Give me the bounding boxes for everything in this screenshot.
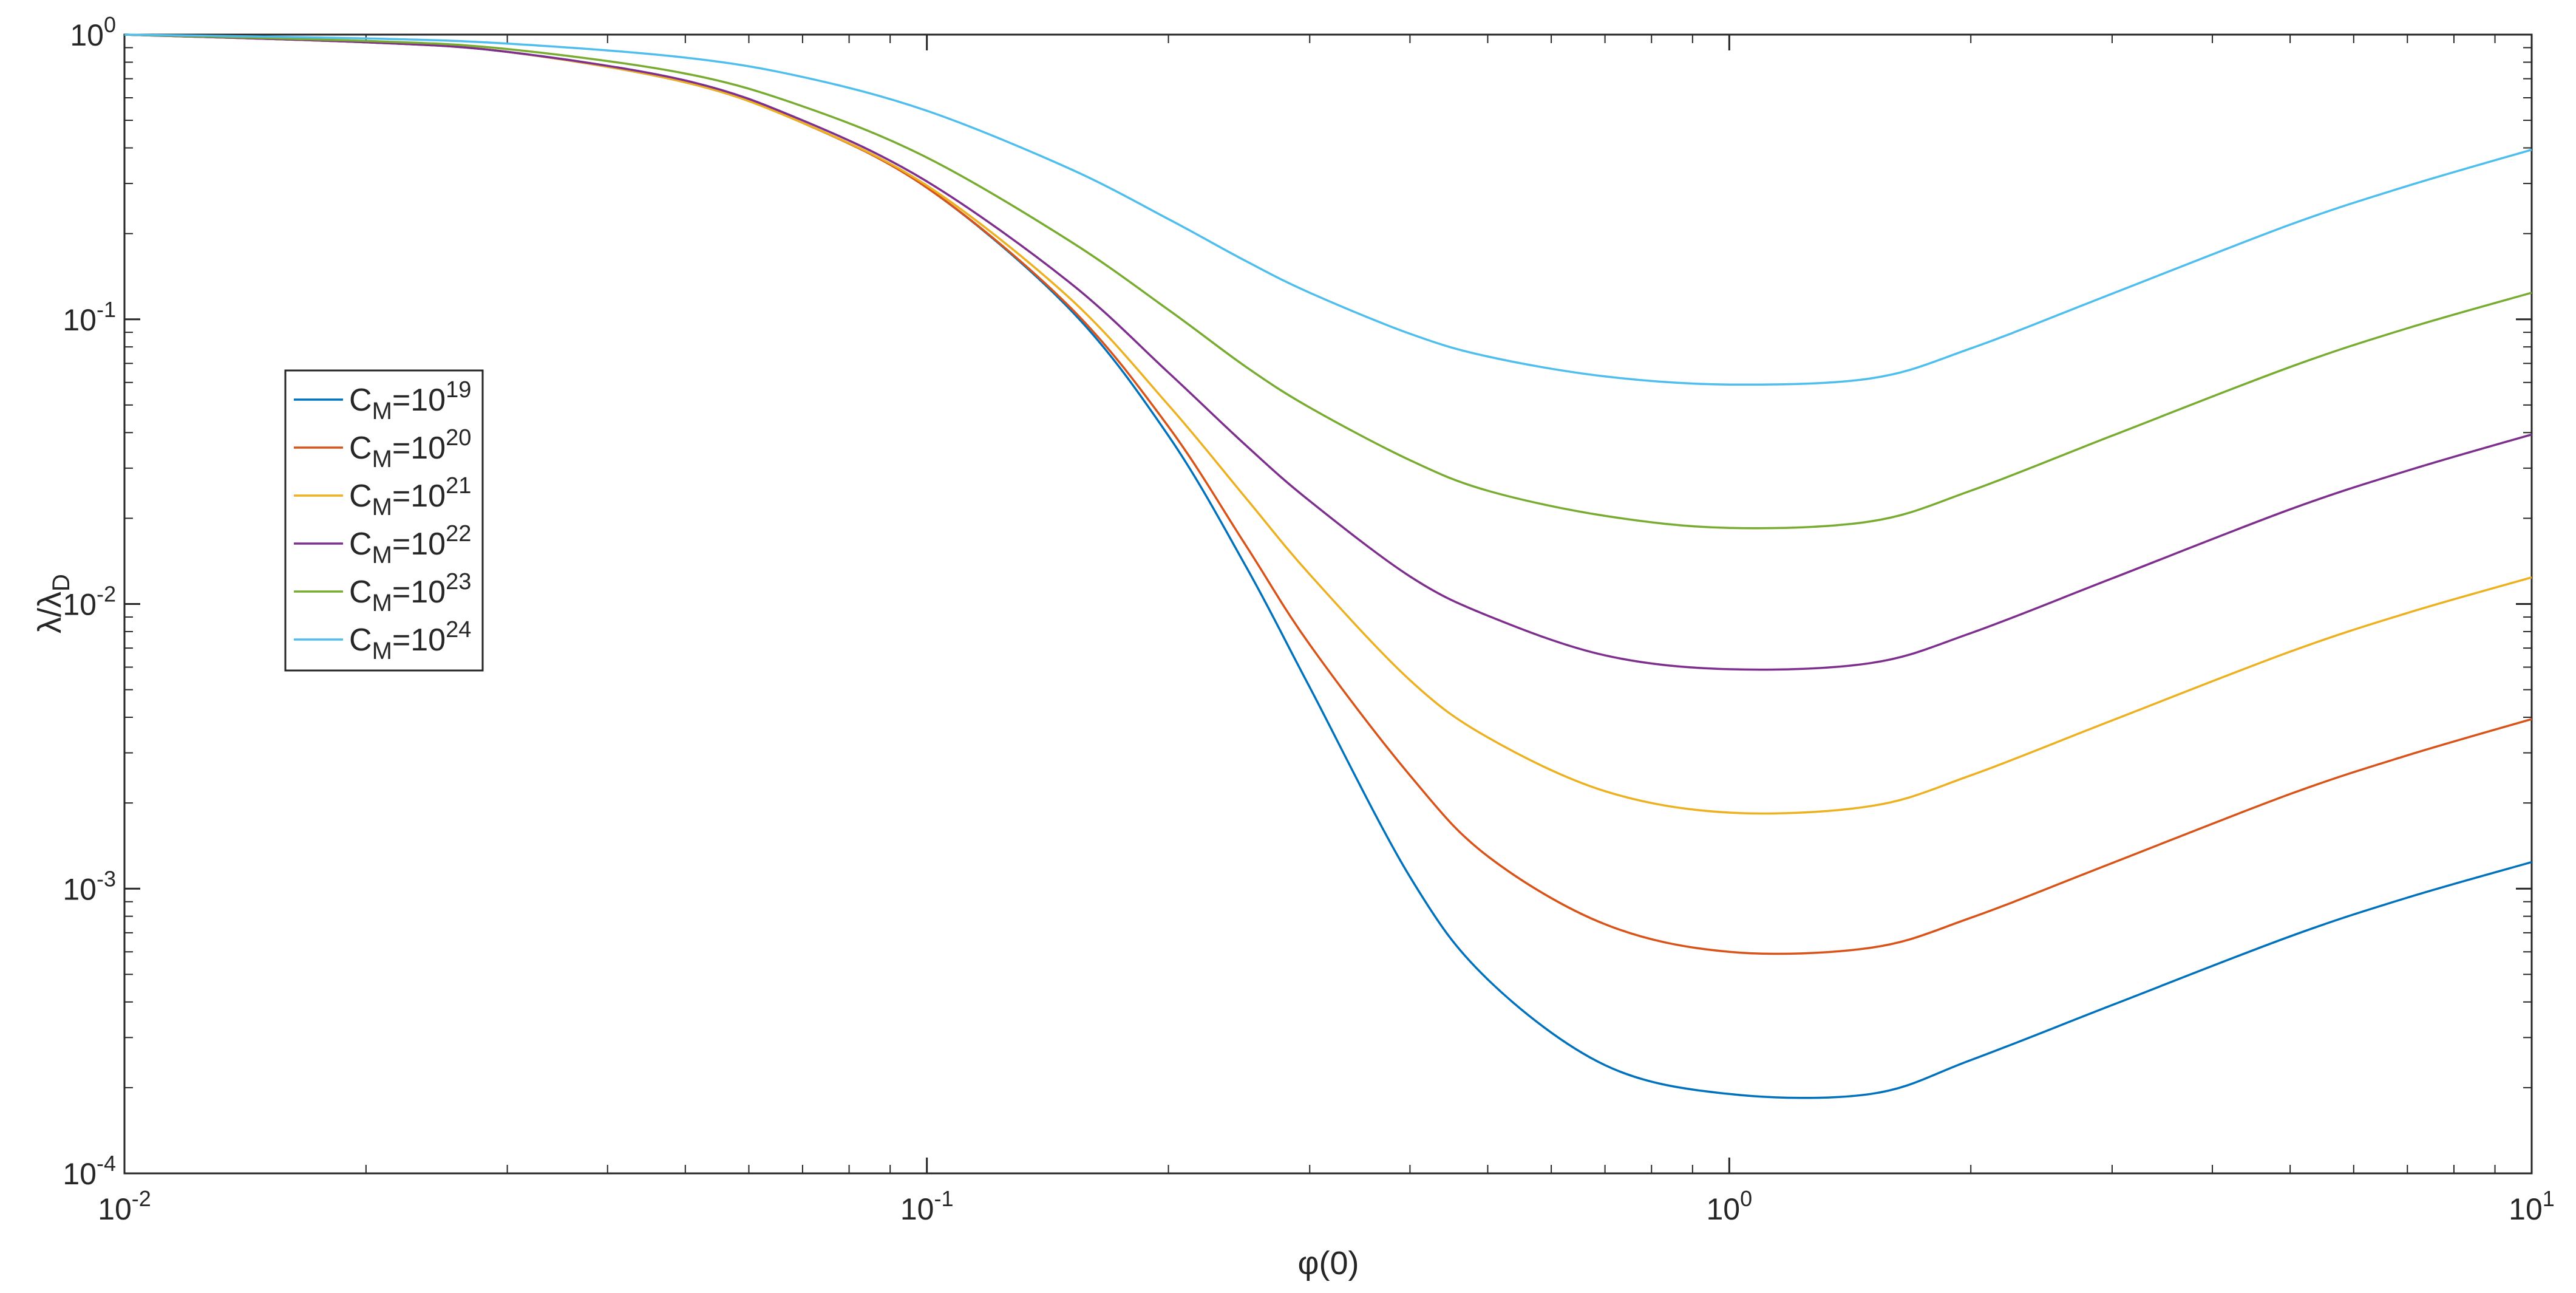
x-tick-label-exp: -2 bbox=[132, 1186, 151, 1211]
y-tick-label-exp: -3 bbox=[97, 866, 116, 891]
legend-entry-eq: =10 bbox=[392, 431, 446, 466]
legend-entry-eq: =10 bbox=[392, 575, 446, 610]
legend-entry-subscript: M bbox=[372, 446, 392, 473]
legend-entry-superscript: 21 bbox=[446, 473, 471, 499]
x-tick-label: 101 bbox=[2509, 1186, 2555, 1226]
legend-entry-base: C bbox=[349, 623, 372, 658]
legend-entry: CM=1022 bbox=[349, 521, 471, 568]
x-tick-label-base: 10 bbox=[1707, 1192, 1741, 1226]
y-tick-label-exp: -4 bbox=[97, 1151, 116, 1176]
legend-entry: CM=1024 bbox=[349, 617, 471, 664]
legend-entry-superscript: 23 bbox=[446, 569, 471, 595]
y-tick-label-exp: 0 bbox=[104, 12, 116, 37]
x-tick-label: 10-2 bbox=[98, 1186, 151, 1226]
x-tick-label: 100 bbox=[1707, 1186, 1753, 1226]
legend-box bbox=[284, 369, 484, 672]
x-tick-label-base: 10 bbox=[98, 1192, 132, 1226]
legend-entry: CM=1021 bbox=[349, 473, 471, 520]
y-tick-label-base: 10 bbox=[63, 588, 97, 622]
legend: CM=1019CM=1020CM=1021CM=1022CM=1023CM=10… bbox=[284, 369, 484, 672]
x-tick-label: 10-1 bbox=[900, 1186, 954, 1226]
x-tick-label-exp: 1 bbox=[2543, 1186, 2555, 1211]
x-tick-label-exp: 0 bbox=[1740, 1186, 1752, 1211]
y-axis-label: λ/λD bbox=[32, 574, 75, 633]
y-tick-label: 10-2 bbox=[63, 582, 116, 622]
legend-entry-base: C bbox=[349, 575, 372, 610]
x-tick-label-base: 10 bbox=[2509, 1192, 2543, 1226]
x-tick-label-base: 10 bbox=[900, 1192, 934, 1226]
legend-entry-superscript: 22 bbox=[446, 521, 471, 547]
legend-entry-base: C bbox=[349, 383, 372, 418]
legend-entry-eq: =10 bbox=[392, 527, 446, 562]
legend-entry-subscript: M bbox=[372, 494, 392, 520]
y-axis-label-main: λ/λ bbox=[32, 592, 68, 633]
legend-entry-base: C bbox=[349, 431, 372, 466]
lines-layer bbox=[124, 33, 2532, 1099]
series-line-22 bbox=[124, 33, 2532, 671]
y-tick-label: 100 bbox=[70, 12, 116, 52]
y-tick-label: 10-3 bbox=[63, 866, 116, 906]
legend-entry-eq: =10 bbox=[392, 623, 446, 658]
series-line-21 bbox=[124, 33, 2532, 815]
x-axis-label: φ(0) bbox=[1297, 1245, 1359, 1281]
legend-entry-base: C bbox=[349, 527, 372, 562]
legend-entry-eq: =10 bbox=[392, 479, 446, 514]
legend-entry-superscript: 20 bbox=[446, 425, 471, 451]
legend-entry-subscript: M bbox=[372, 638, 392, 664]
legend-entry-subscript: M bbox=[372, 398, 392, 425]
legend-entry-superscript: 24 bbox=[446, 617, 471, 643]
y-tick-label-base: 10 bbox=[63, 1157, 97, 1191]
legend-entry-base: C bbox=[349, 479, 372, 514]
y-tick-label: 10-4 bbox=[63, 1151, 116, 1191]
y-tick-label-exp: -1 bbox=[97, 297, 116, 322]
legend-entry: CM=1019 bbox=[349, 377, 471, 425]
y-tick-label-base: 10 bbox=[63, 303, 97, 337]
plot-area bbox=[123, 33, 2533, 1175]
y-tick-label: 10-1 bbox=[63, 297, 116, 337]
legend-entry-superscript: 19 bbox=[446, 377, 471, 403]
y-axis-label-subscript: D bbox=[48, 574, 75, 592]
y-tick-label-base: 10 bbox=[70, 18, 104, 52]
legend-entry-subscript: M bbox=[372, 590, 392, 616]
series-line-24 bbox=[124, 33, 2532, 386]
legend-entry: CM=1020 bbox=[349, 425, 471, 473]
series-line-23 bbox=[124, 33, 2532, 530]
legend-entry-eq: =10 bbox=[392, 383, 446, 418]
legend-entry: CM=1023 bbox=[349, 569, 471, 616]
legend-entry-subscript: M bbox=[372, 542, 392, 568]
y-tick-label-exp: -2 bbox=[97, 582, 116, 607]
x-tick-label-exp: -1 bbox=[934, 1186, 953, 1211]
y-tick-label-base: 10 bbox=[63, 872, 97, 906]
